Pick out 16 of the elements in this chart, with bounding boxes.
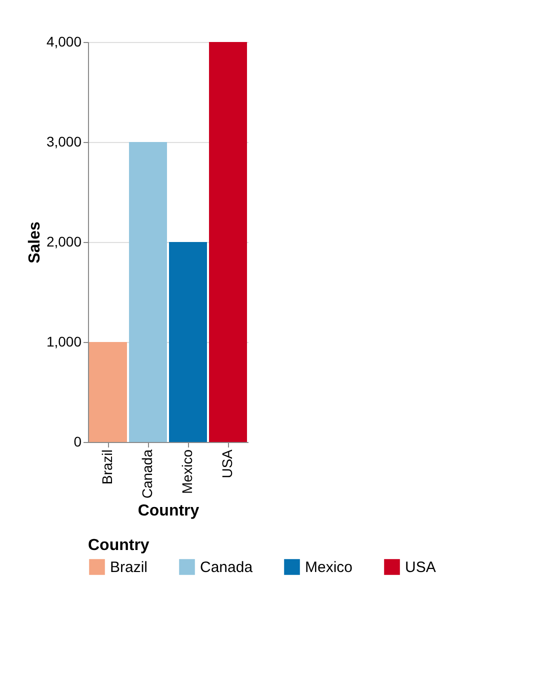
x-axis-title: Country bbox=[138, 502, 200, 520]
legend-label: Canada bbox=[200, 559, 254, 576]
y-axis-title: Sales bbox=[26, 221, 44, 264]
y-tick-label: 3,000 bbox=[46, 134, 82, 150]
y-tick-label: 2,000 bbox=[46, 234, 82, 250]
x-tick-label: Brazil bbox=[99, 450, 115, 485]
y-tick-label: 0 bbox=[74, 434, 82, 450]
legend-label: USA bbox=[405, 559, 436, 576]
x-tick-label: Canada bbox=[139, 449, 155, 499]
y-tick-label: 4,000 bbox=[46, 34, 82, 50]
legend-label: Brazil bbox=[110, 559, 148, 576]
x-tick-label: Mexico bbox=[179, 449, 195, 494]
x-tick-label: USA bbox=[219, 448, 235, 478]
legend-label: Mexico bbox=[305, 559, 353, 576]
y-tick-label: 1,000 bbox=[46, 334, 82, 350]
legend-title: Country bbox=[88, 537, 150, 554]
